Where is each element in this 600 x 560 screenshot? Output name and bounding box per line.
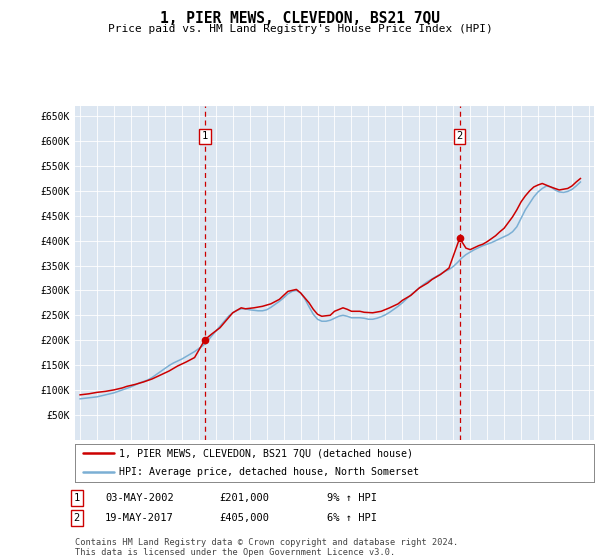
Text: 1, PIER MEWS, CLEVEDON, BS21 7QU: 1, PIER MEWS, CLEVEDON, BS21 7QU	[160, 11, 440, 26]
Text: £405,000: £405,000	[219, 513, 269, 523]
Text: 03-MAY-2002: 03-MAY-2002	[105, 493, 174, 503]
Text: 1: 1	[202, 131, 208, 141]
Text: £201,000: £201,000	[219, 493, 269, 503]
Text: 2: 2	[74, 513, 80, 523]
Text: 1: 1	[74, 493, 80, 503]
Text: 19-MAY-2017: 19-MAY-2017	[105, 513, 174, 523]
Text: 6% ↑ HPI: 6% ↑ HPI	[327, 513, 377, 523]
Text: HPI: Average price, detached house, North Somerset: HPI: Average price, detached house, Nort…	[119, 468, 419, 478]
Text: Price paid vs. HM Land Registry's House Price Index (HPI): Price paid vs. HM Land Registry's House …	[107, 24, 493, 34]
Text: 9% ↑ HPI: 9% ↑ HPI	[327, 493, 377, 503]
Text: Contains HM Land Registry data © Crown copyright and database right 2024.
This d: Contains HM Land Registry data © Crown c…	[75, 538, 458, 557]
Text: 1, PIER MEWS, CLEVEDON, BS21 7QU (detached house): 1, PIER MEWS, CLEVEDON, BS21 7QU (detach…	[119, 449, 413, 459]
Text: 2: 2	[457, 131, 463, 141]
